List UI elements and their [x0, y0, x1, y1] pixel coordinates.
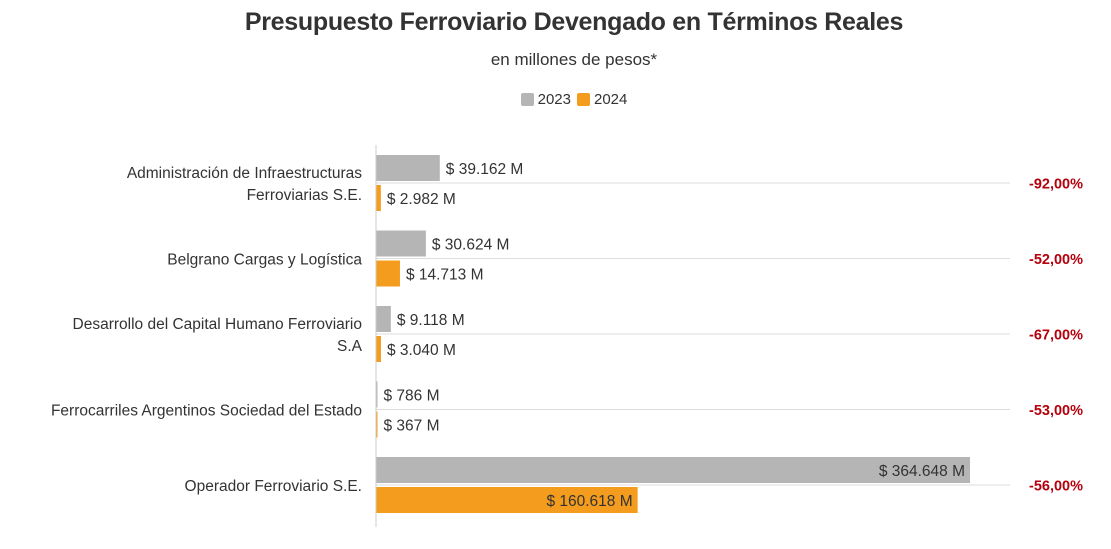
data-label-2023: $ 9.118 M — [397, 312, 465, 329]
bar-2024 — [376, 411, 378, 438]
bar-2024 — [376, 487, 638, 513]
bar-2024 — [376, 260, 400, 287]
bar-2023 — [376, 230, 426, 257]
bar-2024 — [376, 185, 381, 211]
bar-2023 — [376, 381, 378, 408]
legend-swatch-2024 — [577, 93, 590, 106]
data-label-2024: $ 2.982 M — [387, 191, 456, 208]
change-label: -52,00% — [1029, 252, 1083, 268]
data-label-2023: $ 39.162 M — [446, 161, 524, 178]
chart-title: Presupuesto Ferroviario Devengado en Tér… — [244, 8, 904, 36]
category-label: Ferrocarriles Argentinos Sociedad del Es… — [51, 403, 362, 420]
change-label: -53,00% — [1029, 403, 1083, 419]
legend-item-2024[interactable]: 2024 — [577, 91, 627, 108]
legend-label-2023: 2023 — [537, 91, 571, 108]
bar-2023 — [376, 306, 391, 332]
change-label: -92,00% — [1029, 177, 1083, 193]
bar-2023 — [376, 155, 440, 181]
data-label-2024: $ 14.713 M — [406, 267, 484, 284]
data-label-2023: $ 364.648 M — [879, 463, 965, 480]
change-label: -56,00% — [1029, 479, 1083, 495]
bar-2024 — [376, 336, 381, 362]
change-label: -67,00% — [1029, 328, 1083, 344]
category-label: Desarrollo del Capital Humano Ferroviari… — [73, 316, 362, 333]
category-label: Belgrano Cargas y Logística — [167, 252, 362, 269]
legend-swatch-2023 — [520, 93, 534, 106]
legend: 2023 2024 — [0, 91, 1111, 108]
data-label-2023: $ 786 M — [384, 388, 440, 405]
bar-2023 — [376, 457, 970, 483]
data-label-2024: $ 160.618 M — [546, 493, 632, 510]
legend-item-2023[interactable]: 2023 — [520, 91, 571, 108]
data-label-2024: $ 367 M — [384, 418, 440, 435]
legend-label-2024: 2024 — [594, 91, 628, 108]
category-label: Ferroviarias S.E. — [247, 187, 362, 204]
category-label: Operador Ferroviario S.E. — [185, 478, 362, 495]
data-label-2024: $ 3.040 M — [387, 342, 456, 359]
category-label: Administración de Infraestructuras — [127, 165, 362, 182]
data-label-2023: $ 30.624 M — [432, 237, 510, 254]
chart-subtitle: en millones de pesos* — [490, 50, 658, 69]
category-label: S.A — [337, 338, 363, 355]
